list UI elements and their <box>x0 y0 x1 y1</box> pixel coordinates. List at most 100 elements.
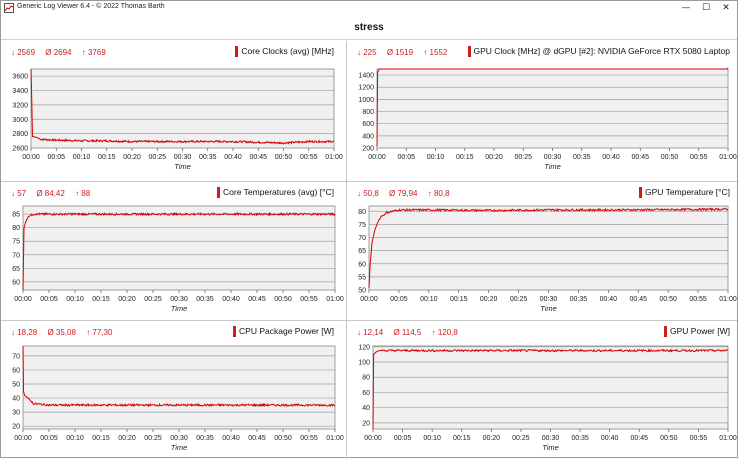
chart-panel-gpu-clock[interactable]: ↓ 225 Ø 1519 ↑ 1552 GPU Clock [MHz] @ dG… <box>347 41 737 181</box>
x-tick-label: 00:25 <box>144 435 162 442</box>
x-axis-label: Time <box>174 162 191 171</box>
x-tick-label: 00:05 <box>397 154 415 161</box>
x-tick-label: 00:00 <box>360 296 378 303</box>
x-axis-label: Time <box>544 162 561 171</box>
y-tick-label: 2800 <box>12 131 28 138</box>
chart-gpu-clock[interactable]: 200 400 600 800 1000 1200 1400 00:00 00:05 00:10 0… <box>347 41 737 181</box>
x-tick-label: 00:15 <box>453 435 471 442</box>
y-tick-label: 20 <box>362 420 370 427</box>
chart-gpu-power[interactable]: 20 40 60 80 100 120 00:00 00:05 00:10 00:15 00:20 0… <box>347 321 737 459</box>
stat-max: ↑ 120,8 <box>431 328 458 337</box>
maximize-button[interactable]: ☐ <box>701 3 711 13</box>
x-tick-label: 00:05 <box>40 296 58 303</box>
stat-min: ↓ 2569 <box>11 48 36 57</box>
x-tick-label: 01:00 <box>325 154 343 161</box>
y-tick-label: 3400 <box>12 88 28 95</box>
chart-core-clocks[interactable]: 2600 2800 3000 3200 3400 3600 00:00 00:05 00:10 0… <box>1 41 346 181</box>
plot-area <box>372 345 729 430</box>
y-tick-label: 100 <box>358 359 370 366</box>
chart-core-temperatures[interactable]: 60 65 70 75 80 85 00:00 00:05 00:10 00:15 00:20 00:… <box>1 182 346 320</box>
y-tick-label: 50 <box>358 288 366 295</box>
x-tick-label: 00:20 <box>118 435 136 442</box>
close-button[interactable]: ✕ <box>722 3 730 13</box>
stat-min: ↓ 12,14 <box>357 328 384 337</box>
x-tick-label: 00:55 <box>690 435 708 442</box>
y-tick-label: 1200 <box>358 85 374 92</box>
x-tick-label: 00:15 <box>92 435 110 442</box>
chart-title: CPU Package Power [W] <box>233 326 334 337</box>
app-icon <box>4 3 14 13</box>
chart-panel-gpu-temperature[interactable]: ↓ 50,8 Ø 79,94 ↑ 80,8 GPU Temperature [°… <box>347 182 737 320</box>
x-tick-label: 00:15 <box>98 154 116 161</box>
stat-avg: Ø 114,5 <box>393 328 422 337</box>
title-bar[interactable]: Generic Log Viewer 6.4 - © 2022 Thomas B… <box>1 1 737 16</box>
series-line <box>22 345 336 408</box>
stat-max: ↑ 80,8 <box>427 189 450 198</box>
x-tick-label: 00:30 <box>170 435 188 442</box>
row-divider-2 <box>1 320 737 321</box>
series-line <box>30 68 335 145</box>
x-tick-label: 00:25 <box>148 154 166 161</box>
x-tick-label: 00:15 <box>456 154 474 161</box>
minimize-button[interactable]: — <box>681 3 691 13</box>
x-tick-label: 00:05 <box>47 154 65 161</box>
plot-area <box>22 345 336 430</box>
stat-min: ↓ 57 <box>11 189 27 198</box>
x-tick-label: 00:40 <box>222 296 240 303</box>
x-tick-label: 00:00 <box>14 435 32 442</box>
x-tick-label: 00:55 <box>690 154 708 161</box>
stat-max: ↑ 88 <box>75 189 91 198</box>
stats-line: ↓ 225 Ø 1519 ↑ 1552 <box>357 48 455 57</box>
x-tick-label: 00:05 <box>40 435 58 442</box>
y-tick-label: 20 <box>12 424 20 431</box>
plot-area <box>368 205 729 291</box>
x-tick-label: 00:30 <box>542 435 560 442</box>
y-tick-label: 1400 <box>358 73 374 80</box>
stats-line: ↓ 12,14 Ø 114,5 ↑ 120,8 <box>357 328 466 337</box>
chart-panel-cpu-package-power[interactable]: ↓ 18,28 Ø 35,08 ↑ 77,30 CPU Package Powe… <box>1 321 346 459</box>
x-tick-label: 00:50 <box>274 435 292 442</box>
y-tick-label: 80 <box>12 225 20 232</box>
x-axis-label: Time <box>542 443 559 452</box>
chart-panel-gpu-power[interactable]: ↓ 12,14 Ø 114,5 ↑ 120,8 GPU Power [W] 20… <box>347 321 737 459</box>
chart-title: Core Temperatures (avg) [°C] <box>217 187 334 198</box>
chart-title: Core Clocks (avg) [MHz] <box>235 46 334 57</box>
x-tick-label: 00:55 <box>300 435 318 442</box>
y-tick-label: 200 <box>362 146 374 153</box>
stat-avg: Ø 79,94 <box>389 189 418 198</box>
y-tick-label: 80 <box>358 209 366 216</box>
stat-avg: Ø 84,42 <box>36 189 65 198</box>
chart-panel-core-clocks[interactable]: ↓ 2569 Ø 2694 ↑ 3769 Core Clocks (avg) [… <box>1 41 346 181</box>
x-tick-label: 00:35 <box>196 435 214 442</box>
x-tick-label: 01:00 <box>719 296 737 303</box>
x-tick-label: 00:50 <box>661 154 679 161</box>
x-tick-label: 00:45 <box>630 435 648 442</box>
x-tick-label: 00:45 <box>248 435 266 442</box>
y-tick-label: 40 <box>12 396 20 403</box>
y-tick-label: 60 <box>362 390 370 397</box>
y-tick-label: 85 <box>12 212 20 219</box>
x-tick-label: 00:20 <box>485 154 503 161</box>
y-tick-label: 65 <box>358 248 366 255</box>
x-tick-label: 00:50 <box>660 435 678 442</box>
y-tick-label: 70 <box>12 353 20 360</box>
y-tick-label: 60 <box>358 261 366 268</box>
x-tick-label: 00:00 <box>22 154 40 161</box>
y-tick-label: 60 <box>12 367 20 374</box>
x-tick-label: 00:40 <box>224 154 242 161</box>
x-tick-label: 00:40 <box>600 296 618 303</box>
y-tick-label: 55 <box>358 274 366 281</box>
y-tick-label: 70 <box>358 235 366 242</box>
chart-cpu-package-power[interactable]: 20 30 40 50 60 70 00:00 00:05 00:10 00:15 00:20 00:… <box>1 321 346 459</box>
stat-min: ↓ 225 <box>357 48 377 57</box>
chart-gpu-temperature[interactable]: 50 55 60 65 70 75 80 00:00 00:05 00:10 00:15 00:20 0… <box>347 182 737 320</box>
x-tick-label: 00:35 <box>196 296 214 303</box>
y-tick-label: 3200 <box>12 102 28 109</box>
x-tick-label: 00:30 <box>174 154 192 161</box>
series-line <box>22 211 336 291</box>
x-tick-label: 00:25 <box>144 296 162 303</box>
x-tick-label: 00:05 <box>390 296 408 303</box>
stats-line: ↓ 50,8 Ø 79,94 ↑ 80,8 <box>357 189 458 198</box>
chart-panel-core-temperatures[interactable]: ↓ 57 Ø 84,42 ↑ 88 Core Temperatures (avg… <box>1 182 346 320</box>
x-tick-label: 01:00 <box>719 435 737 442</box>
